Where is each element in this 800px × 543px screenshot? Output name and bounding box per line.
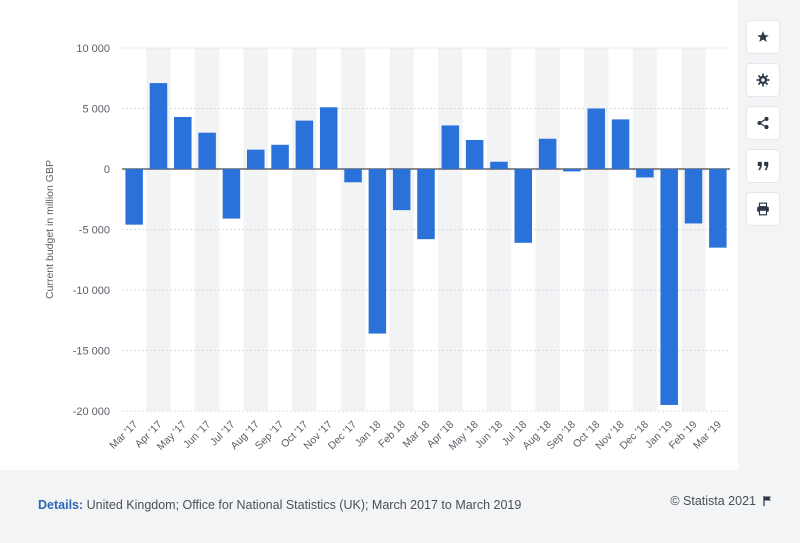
column-band — [681, 48, 706, 411]
chart-source-note: Details: United Kingdom; Office for Nati… — [38, 498, 521, 512]
x-tick-label: Jun '17 — [181, 419, 213, 451]
y-tick-label: -15 000 — [73, 346, 110, 358]
bar — [538, 138, 557, 169]
flag-icon — [763, 496, 771, 506]
statista-credit[interactable]: © Statista 2021 — [670, 494, 774, 508]
bar — [295, 120, 314, 169]
gear-icon — [756, 73, 770, 87]
chart-toolbar — [746, 20, 782, 226]
print-button[interactable] — [746, 192, 780, 226]
bar — [417, 169, 435, 240]
bar — [174, 116, 192, 169]
column-band — [292, 48, 317, 411]
column-band — [340, 48, 366, 411]
share-icon — [757, 116, 769, 130]
bar — [198, 132, 216, 169]
favorite-button[interactable] — [746, 20, 780, 54]
bar — [319, 107, 338, 169]
y-axis-label: Current budget in million GBP — [44, 160, 56, 299]
settings-button[interactable] — [746, 63, 780, 97]
y-tick-label: -10 000 — [73, 285, 110, 297]
bar — [563, 169, 581, 172]
y-tick-label: -20 000 — [73, 406, 110, 418]
bar — [441, 125, 460, 169]
star-icon — [757, 31, 769, 42]
credit-text: © Statista 2021 — [670, 494, 756, 508]
bar — [247, 149, 265, 169]
bar — [587, 108, 605, 169]
column-band — [389, 48, 414, 411]
bar — [222, 169, 241, 219]
bar — [271, 144, 289, 169]
x-tick-label: Mar '17 — [107, 419, 140, 452]
bar — [368, 169, 387, 334]
bar — [684, 169, 703, 224]
bar — [125, 169, 143, 225]
chart-panel: 10 000 5 000 0 -5 000 -10 000 -15 000 -20 000 C… — [0, 0, 738, 470]
bar-chart: 10 000 5 000 0 -5 000 -10 000 -15 000 -20 000 C… — [44, 43, 730, 453]
y-tick-label: 0 — [104, 164, 110, 176]
cite-button[interactable] — [746, 149, 780, 183]
bar — [149, 83, 168, 169]
quote-icon — [757, 161, 769, 171]
y-tick-label: -5 000 — [79, 225, 110, 237]
x-tick-label: Jun '18 — [473, 419, 505, 451]
y-tick-label: 5 000 — [82, 104, 110, 116]
share-button[interactable] — [746, 106, 780, 140]
bar — [611, 119, 630, 169]
print-icon — [757, 202, 769, 216]
y-tick-label: 10 000 — [76, 43, 110, 55]
bar — [636, 169, 654, 178]
bar — [709, 169, 727, 248]
bar — [465, 139, 484, 169]
bar — [514, 169, 533, 243]
bar — [392, 169, 411, 211]
bar — [490, 161, 508, 169]
bar — [344, 169, 362, 183]
details-label: Details: — [38, 498, 84, 512]
bar — [660, 169, 678, 405]
details-text: United Kingdom; Office for National Stat… — [86, 498, 522, 512]
column-band — [632, 48, 658, 411]
